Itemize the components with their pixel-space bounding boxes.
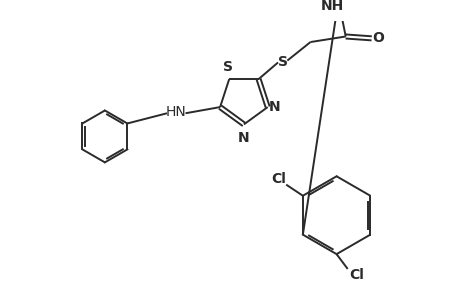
Text: NH: NH <box>320 0 344 13</box>
Text: N: N <box>268 100 280 114</box>
Text: N: N <box>238 131 249 145</box>
Text: Cl: Cl <box>271 172 285 186</box>
Text: S: S <box>277 55 287 68</box>
Text: S: S <box>223 61 233 74</box>
Text: HN: HN <box>166 105 186 119</box>
Text: O: O <box>371 31 383 45</box>
Text: Cl: Cl <box>349 268 364 281</box>
